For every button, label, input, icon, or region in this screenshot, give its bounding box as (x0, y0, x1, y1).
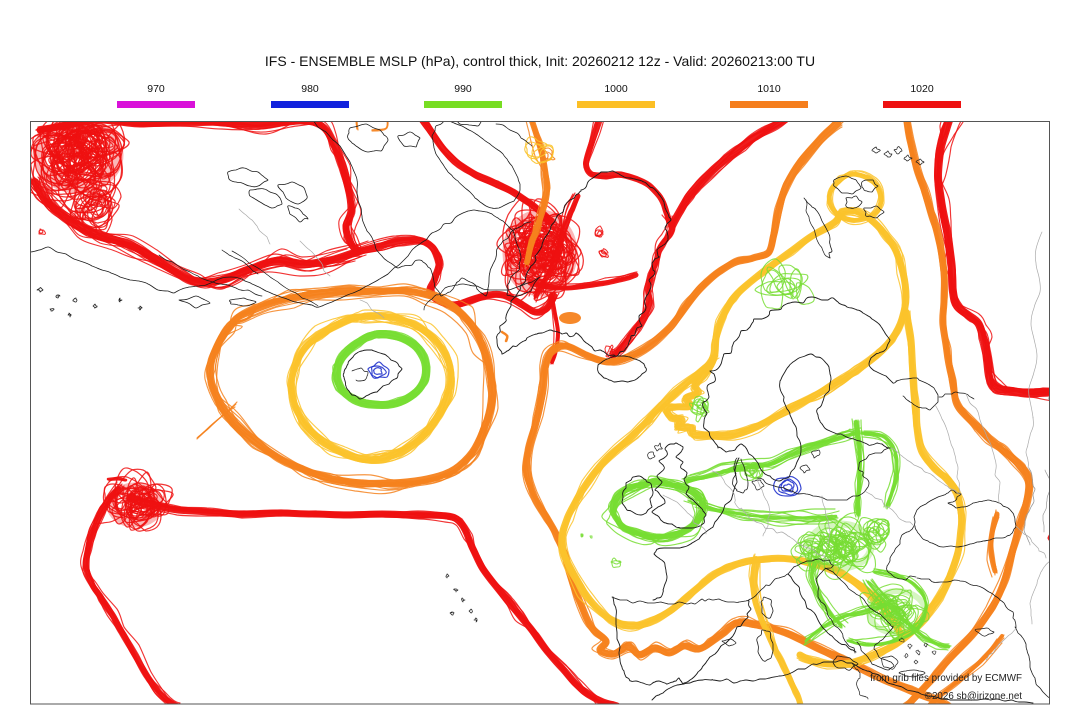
svg-text:from grib files provided by EC: from grib files provided by ECMWF (870, 673, 1022, 684)
svg-text:©2026 sb@irizone.net: ©2026 sb@irizone.net (925, 691, 1023, 702)
